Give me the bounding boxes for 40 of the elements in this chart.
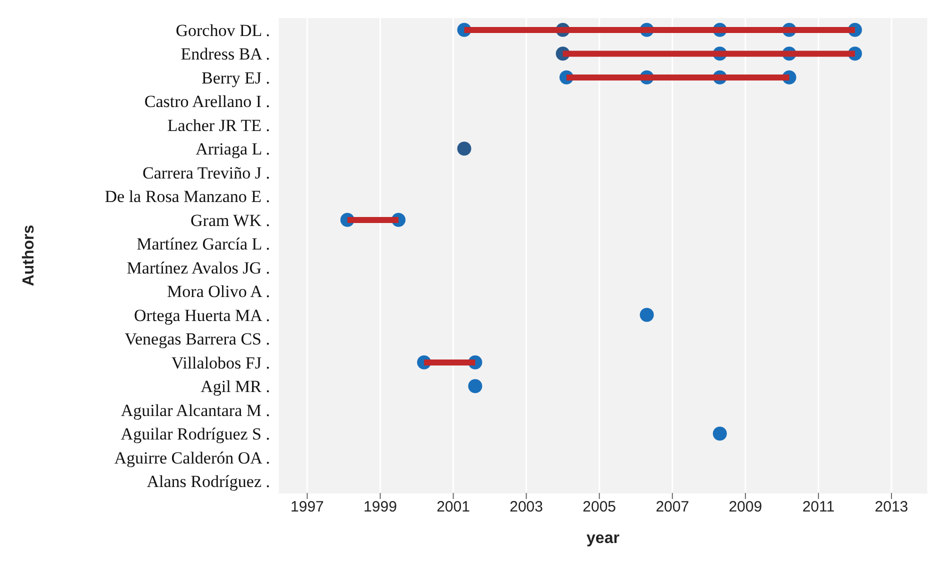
x-tick-label: 2005	[582, 498, 616, 516]
bar	[347, 217, 399, 223]
x-tick-label: 2013	[874, 498, 908, 516]
y-tick-label: Aguirre Calderón OA .	[114, 448, 270, 468]
y-tick-label: Ortega Huerta MA .	[134, 306, 270, 325]
x-tick-label: 2009	[728, 498, 762, 516]
y-tick-label: Venegas Barrera CS .	[124, 330, 270, 349]
point	[712, 426, 727, 441]
y-tick-label: Martínez Avalos JG .	[126, 258, 270, 278]
y-tick-label: Berry EJ .	[202, 68, 270, 88]
point	[457, 142, 472, 156]
bar	[464, 27, 855, 33]
y-tick-label: Castro Arellano I .	[144, 92, 270, 112]
bar	[566, 74, 790, 80]
bar	[424, 360, 476, 366]
y-tick-label: Endress BA .	[180, 44, 270, 64]
point	[468, 379, 482, 394]
y-tick-label: Agil MR .	[200, 377, 270, 396]
y-tick-label: De la Rosa Manzano E .	[104, 187, 270, 206]
x-tick-label: 2007	[656, 498, 690, 516]
x-tick-label: 1999	[364, 498, 397, 516]
y-axis-title: Authors	[20, 224, 38, 286]
x-tick-label: 2001	[436, 498, 470, 516]
y-tick-label: Carrera Treviño J .	[142, 163, 270, 182]
y-tick-label: Aguilar Rodríguez S .	[120, 424, 270, 444]
y-tick-label: Gorchov DL .	[176, 20, 270, 40]
y-tick-label: Arriaga L .	[196, 140, 270, 159]
y-tick-label: Gram WK .	[190, 210, 270, 230]
y-tick-label: Villalobos FJ .	[171, 353, 270, 372]
x-tick-label: 1997	[290, 498, 324, 516]
y-tick-label: Lacher JR TE .	[167, 116, 270, 135]
x-tick-label: 2003	[510, 498, 543, 516]
bar	[562, 50, 855, 57]
x-axis-title: year	[586, 530, 620, 547]
point	[640, 308, 654, 322]
x-tick-label: 2011	[802, 498, 835, 516]
y-tick-label: Mora Olivo A .	[167, 282, 270, 302]
y-tick-label: Aguilar Alcantara M .	[120, 400, 270, 420]
y-tick-label: Martínez García L .	[136, 234, 270, 254]
y-tick-label: Alans Rodríguez .	[146, 472, 270, 492]
